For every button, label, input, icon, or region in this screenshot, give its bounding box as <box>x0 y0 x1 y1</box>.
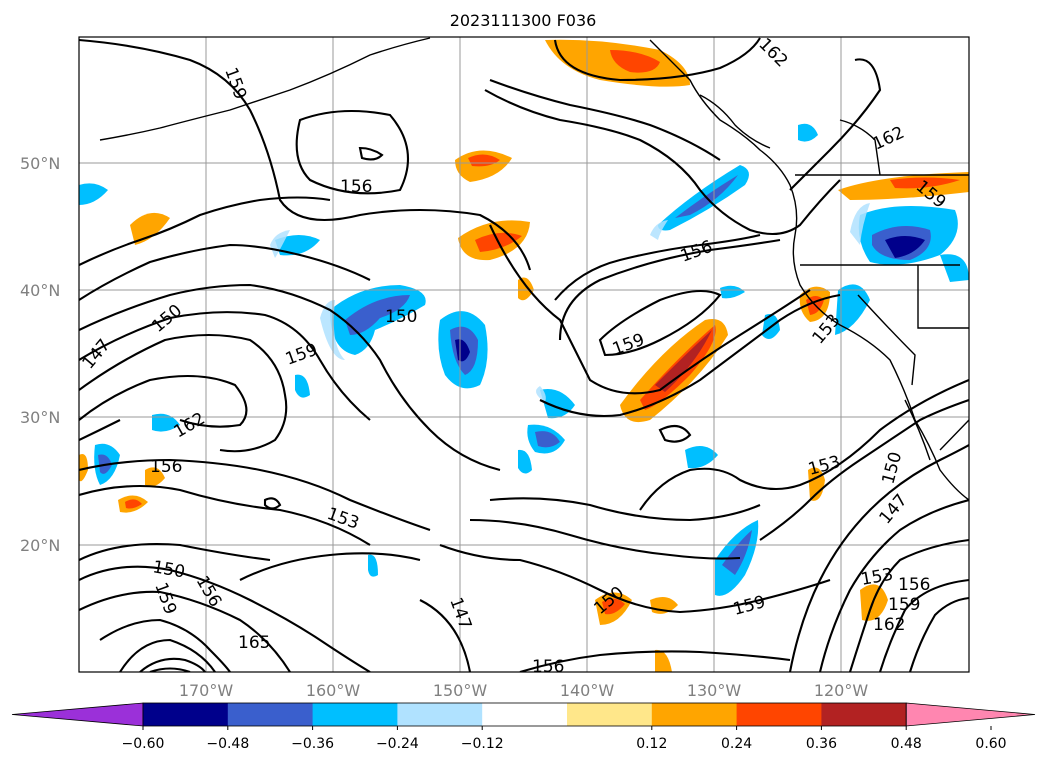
latitude-labels: 50°N 40°N 30°N 20°N <box>20 154 60 555</box>
colorbar-segment <box>312 703 398 726</box>
colorbar-extend-high <box>905 702 1036 727</box>
colorbar: −0.60 −0.48 −0.36 −0.24 −0.12 0.12 0.24 0.36 0.4… <box>11 702 1036 752</box>
svg-text:156: 156 <box>340 177 372 197</box>
longitude-labels: 170°W 160°W 150°W 140°W 130°W 120°W <box>179 681 869 700</box>
colorbar-segment <box>143 703 229 726</box>
svg-text:140°W: 140°W <box>560 681 615 700</box>
svg-text:50°N: 50°N <box>20 154 60 173</box>
svg-text:150°W: 150°W <box>433 681 488 700</box>
colorbar-tick-label: −0.60 <box>122 736 165 752</box>
colorbar-segment <box>397 703 483 726</box>
svg-text:156: 156 <box>150 457 182 477</box>
colorbar-extend-low <box>11 702 144 727</box>
colorbar-tick-label: 0.12 <box>636 736 667 752</box>
colorbar-tick-label: 0.48 <box>891 736 922 752</box>
svg-text:165: 165 <box>238 633 270 653</box>
svg-text:40°N: 40°N <box>20 281 60 300</box>
colorbar-frame <box>142 702 907 727</box>
colorbar-segment <box>651 703 738 726</box>
colorbar-tick-label: −0.36 <box>291 736 334 752</box>
svg-text:159: 159 <box>888 595 920 615</box>
svg-text:162: 162 <box>873 615 905 635</box>
height-contours <box>79 37 969 672</box>
svg-text:120°W: 120°W <box>814 681 869 700</box>
colorbar-tick-label: −0.48 <box>206 736 249 752</box>
svg-text:160°W: 160°W <box>306 681 361 700</box>
svg-text:130°W: 130°W <box>687 681 742 700</box>
colorbar-segment <box>821 703 907 726</box>
colorbar-tick-label: 0.60 <box>975 736 1006 752</box>
negative-shading <box>79 123 969 596</box>
map-area: 159 162 156 162 159 156 150 150 159 153 … <box>79 37 969 677</box>
svg-text:170°W: 170°W <box>179 681 234 700</box>
colorbar-segment <box>736 703 822 726</box>
colorbar-segment <box>567 703 653 726</box>
colorbar-tick-label: 0.24 <box>721 736 752 752</box>
svg-text:156: 156 <box>898 575 930 595</box>
colorbar-segment <box>482 703 568 726</box>
svg-text:20°N: 20°N <box>20 536 60 555</box>
svg-text:30°N: 30°N <box>20 408 60 427</box>
map-frame <box>78 36 970 673</box>
colorbar-segment <box>227 703 314 726</box>
colorbar-tick-label: 0.36 <box>806 736 837 752</box>
map-title: 2023111300 F036 <box>450 11 597 30</box>
svg-text:150: 150 <box>385 307 417 327</box>
graticule <box>79 37 969 672</box>
colorbar-tick-label: −0.24 <box>376 736 419 752</box>
svg-text:156: 156 <box>532 657 564 677</box>
colorbar-tick-label: −0.12 <box>461 736 504 752</box>
